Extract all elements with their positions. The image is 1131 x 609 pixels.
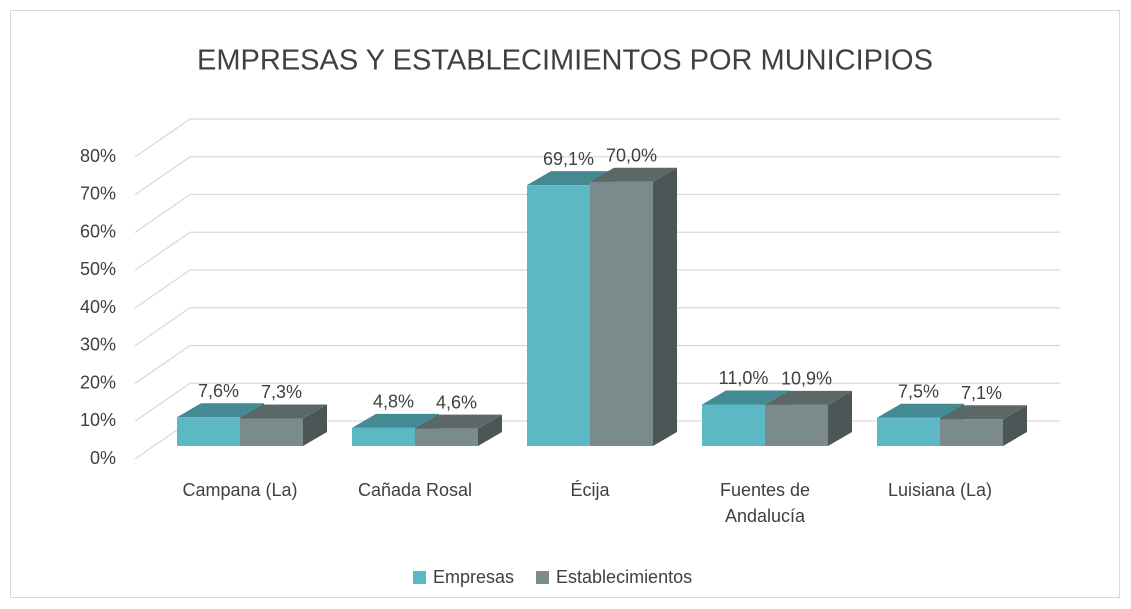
y-tick-label: 60% xyxy=(80,221,116,241)
x-tick-label: Campana (La) xyxy=(182,480,298,500)
bar-top xyxy=(415,414,502,429)
bar-top xyxy=(702,390,789,405)
bar-front xyxy=(702,404,765,446)
bar-front xyxy=(352,427,415,446)
grid-line xyxy=(134,118,1060,158)
x-tick-label: Cañada Rosal xyxy=(357,480,473,500)
bar-top xyxy=(765,390,852,405)
y-tick-label: 20% xyxy=(80,372,116,392)
bar-side xyxy=(828,390,852,446)
y-tick-label: 40% xyxy=(80,297,116,317)
value-label: 4,6% xyxy=(436,392,477,412)
grid-line xyxy=(134,382,1060,422)
chart-frame xyxy=(10,10,1120,598)
legend-swatch xyxy=(413,571,426,584)
value-label: 7,6% xyxy=(198,381,239,401)
grid-line xyxy=(134,156,1060,196)
value-label: 7,1% xyxy=(961,383,1002,403)
bar-front xyxy=(415,428,478,446)
value-label: 11,0% xyxy=(719,368,769,388)
bar xyxy=(415,414,502,446)
bar-front xyxy=(940,419,1003,446)
legend-label: Establecimientos xyxy=(556,567,692,587)
grid-line xyxy=(134,231,1060,271)
bar-top xyxy=(940,405,1027,420)
bar-side xyxy=(1003,405,1027,446)
bar xyxy=(240,404,327,446)
bar-side xyxy=(653,167,677,446)
bar-front xyxy=(765,404,828,446)
y-tick-label: 70% xyxy=(80,184,116,204)
bar xyxy=(590,167,677,446)
grid-line xyxy=(134,344,1060,385)
x-tick-label: Fuentes de Andalucía xyxy=(719,480,811,526)
bar-front xyxy=(590,181,653,446)
bar-front xyxy=(527,185,590,446)
value-label: 10,9% xyxy=(781,369,832,389)
value-label: 7,5% xyxy=(898,381,939,401)
y-tick-label: 0% xyxy=(90,448,116,468)
y-tick-label: 80% xyxy=(80,146,116,166)
bar xyxy=(940,405,1027,446)
bar-top xyxy=(177,403,264,418)
bar-top xyxy=(877,403,964,418)
bar-top xyxy=(240,404,327,419)
bar xyxy=(765,390,852,446)
y-tick-label: 30% xyxy=(80,335,116,355)
legend-label: Empresas xyxy=(433,567,514,587)
x-tick-label: Écija xyxy=(570,480,610,500)
chart-title: EMPRESAS Y ESTABLECIMIENTOS POR MUNICIPI… xyxy=(197,45,933,77)
bar-top xyxy=(352,413,439,428)
bar-front xyxy=(240,418,303,446)
grid-line xyxy=(134,307,1060,347)
bar-side xyxy=(478,414,502,446)
legend-swatch xyxy=(536,571,550,584)
bar-top xyxy=(590,167,677,182)
grid-line xyxy=(134,193,1060,234)
value-label: 7,3% xyxy=(261,382,302,402)
bar-front xyxy=(177,417,240,446)
grid-line xyxy=(134,269,1060,309)
value-label: 70,0% xyxy=(606,146,657,166)
bar-side xyxy=(303,404,327,446)
y-tick-label: 10% xyxy=(80,410,116,430)
y-tick-label: 50% xyxy=(80,259,116,279)
x-tick-label: Luisiana (La) xyxy=(887,480,993,500)
value-label: 4,8% xyxy=(373,392,414,412)
value-label: 69,1% xyxy=(543,149,594,169)
bar-front xyxy=(877,417,940,446)
